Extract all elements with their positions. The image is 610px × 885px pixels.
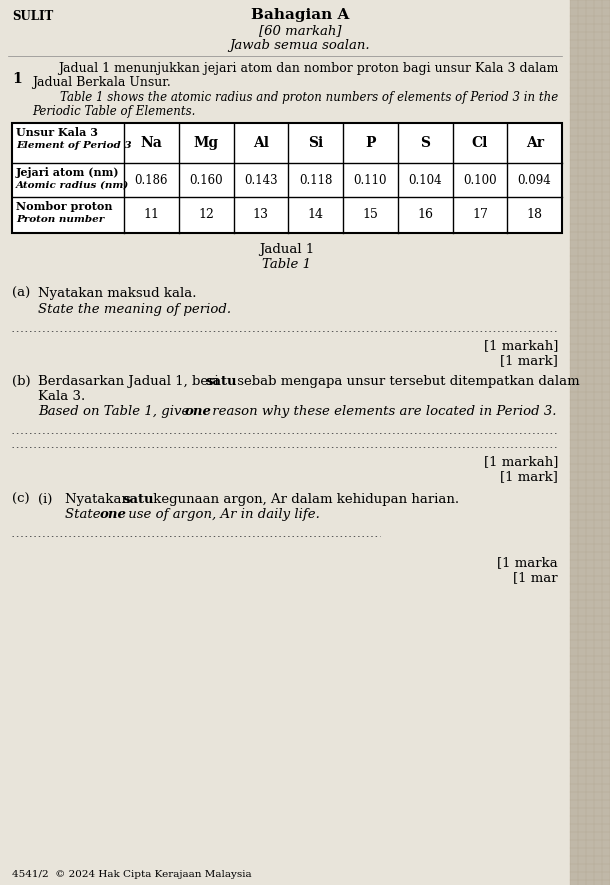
Text: Table 1 shows the atomic radius and proton numbers of elements of Period 3 in th: Table 1 shows the atomic radius and prot…: [60, 91, 558, 104]
Text: Nombor proton: Nombor proton: [16, 201, 112, 212]
Text: Atomic radius (nm): Atomic radius (nm): [16, 181, 129, 190]
Text: sebab mengapa unsur tersebut ditempatkan dalam: sebab mengapa unsur tersebut ditempatkan…: [233, 375, 580, 388]
Text: Table 1: Table 1: [262, 258, 312, 271]
Text: one: one: [185, 405, 212, 418]
Text: S: S: [420, 136, 430, 150]
Text: Unsur Kala 3: Unsur Kala 3: [16, 127, 98, 138]
Text: P: P: [365, 136, 376, 150]
Text: (i): (i): [38, 493, 52, 506]
Text: 0.100: 0.100: [463, 173, 497, 187]
Text: Na: Na: [140, 136, 162, 150]
Text: Jadual Berkala Unsur.: Jadual Berkala Unsur.: [32, 76, 171, 89]
Text: 0.160: 0.160: [189, 173, 223, 187]
Text: Element of Period 3: Element of Period 3: [16, 141, 132, 150]
Text: [1 markah]: [1 markah]: [484, 455, 558, 468]
Text: Berdasarkan Jadual 1, beri: Berdasarkan Jadual 1, beri: [38, 375, 223, 388]
Text: 14: 14: [307, 209, 324, 221]
Text: Al: Al: [253, 136, 269, 150]
Text: [1 mark]: [1 mark]: [500, 470, 558, 483]
Text: 0.143: 0.143: [244, 173, 278, 187]
Text: Nyatakan maksud kala.: Nyatakan maksud kala.: [38, 287, 196, 300]
Bar: [12, 123, 562, 233]
Text: 11: 11: [143, 209, 159, 221]
Text: one: one: [100, 508, 127, 521]
Text: SULIT: SULIT: [12, 10, 53, 23]
Text: 17: 17: [472, 209, 488, 221]
Text: (b): (b): [12, 375, 30, 388]
Text: Nyatakan: Nyatakan: [65, 493, 134, 506]
Text: Mg: Mg: [193, 136, 219, 150]
Text: Kala 3.: Kala 3.: [38, 390, 85, 403]
Text: Periodic Table of Elements.: Periodic Table of Elements.: [32, 105, 195, 118]
Text: [1 marka: [1 marka: [497, 556, 558, 569]
Text: (c): (c): [12, 493, 30, 506]
Text: State the meaning of period.: State the meaning of period.: [38, 303, 231, 316]
Text: 1: 1: [12, 72, 22, 86]
Text: 4541/2  © 2024 Hak Cipta Kerajaan Malaysia: 4541/2 © 2024 Hak Cipta Kerajaan Malaysi…: [12, 870, 251, 879]
Text: 0.104: 0.104: [408, 173, 442, 187]
Text: 0.110: 0.110: [354, 173, 387, 187]
Text: State: State: [65, 508, 105, 521]
Text: Jadual 1 menunjukkan jejari atom dan nombor proton bagi unsur Kala 3 dalam: Jadual 1 menunjukkan jejari atom dan nom…: [57, 62, 558, 75]
Text: Based on Table 1, give: Based on Table 1, give: [38, 405, 193, 418]
Text: Jawab semua soalan.: Jawab semua soalan.: [230, 39, 370, 52]
Bar: [12, 123, 562, 233]
Text: Jejari atom (nm): Jejari atom (nm): [16, 167, 120, 178]
Text: 0.118: 0.118: [299, 173, 332, 187]
Text: use of argon, Ar in daily life.: use of argon, Ar in daily life.: [124, 508, 320, 521]
Text: 0.094: 0.094: [518, 173, 551, 187]
Text: Cl: Cl: [472, 136, 488, 150]
Text: Proton number: Proton number: [16, 215, 104, 224]
Text: Ar: Ar: [526, 136, 544, 150]
Text: 12: 12: [198, 209, 214, 221]
Text: Jadual 1: Jadual 1: [259, 243, 315, 256]
Text: 18: 18: [526, 209, 543, 221]
Text: 16: 16: [417, 209, 433, 221]
Text: Bahagian A: Bahagian A: [251, 8, 349, 22]
Text: Si: Si: [308, 136, 323, 150]
Text: kegunaan argon, Ar dalam kehidupan harian.: kegunaan argon, Ar dalam kehidupan haria…: [149, 493, 459, 506]
Bar: [570, 0, 610, 885]
Text: [60 markah]: [60 markah]: [259, 24, 341, 37]
Text: satu: satu: [205, 375, 237, 388]
Text: satu: satu: [122, 493, 154, 506]
Text: [1 markah]: [1 markah]: [484, 339, 558, 352]
Text: 0.186: 0.186: [135, 173, 168, 187]
Text: (a): (a): [12, 287, 30, 300]
Text: 13: 13: [253, 209, 269, 221]
Text: [1 mark]: [1 mark]: [500, 354, 558, 367]
Text: [1 mar: [1 mar: [514, 571, 558, 584]
Text: reason why these elements are located in Period 3.: reason why these elements are located in…: [208, 405, 556, 418]
Text: 15: 15: [362, 209, 378, 221]
